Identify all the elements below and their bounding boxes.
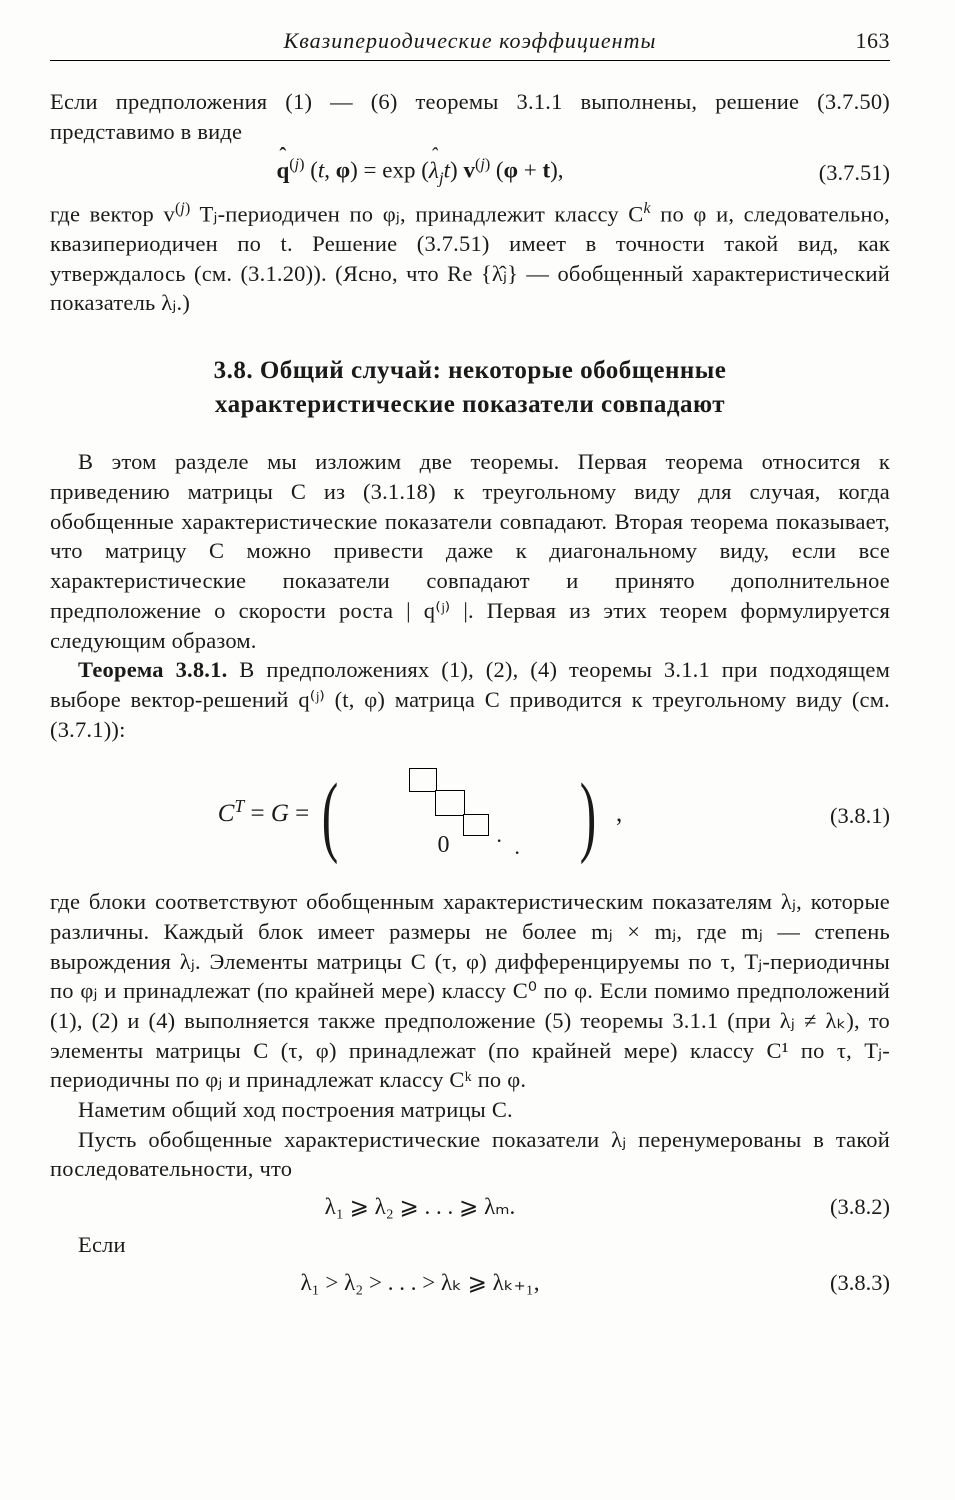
- eq-t2: t: [444, 158, 450, 183]
- eq-t: t: [318, 158, 324, 183]
- matrix: ( · · 0 ): [315, 768, 603, 863]
- para-6: Пусть обобщенные характеристические пока…: [50, 1125, 890, 1184]
- eq-body: q(j) (t, φ) = exp (λjt) v(j) (φ + t),: [50, 156, 790, 188]
- running-header: Квазипериодические коэффициенты 163: [50, 28, 890, 61]
- section-title: 3.8. Общий случай: некоторые обобщенные …: [90, 354, 850, 422]
- eq-phi2: φ: [504, 158, 518, 183]
- para-3: В этом разделе мы изложим две теоремы. П…: [50, 447, 890, 655]
- equation-3-7-51: q(j) (t, φ) = exp (λjt) v(j) (φ + t), (3…: [50, 156, 890, 188]
- para2-b: Tⱼ-периодичен по φⱼ, принадлежит классу …: [190, 201, 643, 226]
- eq-number-383: (3.8.3): [790, 1270, 890, 1296]
- block-2: [435, 790, 465, 816]
- equation-3-8-1: CT = G = ( · · 0 ) , (3.8.1): [50, 768, 890, 863]
- eq-number-381: (3.8.1): [790, 803, 890, 829]
- para-2: где вектор v(j) Tⱼ-периодичен по φⱼ, при…: [50, 199, 890, 318]
- eq-body-383: λ₁ > λ₂ > . . . > λₖ ⩾ λₖ₊₁,: [50, 1270, 790, 1296]
- block-1: [409, 768, 437, 792]
- eq-q: q: [276, 158, 289, 183]
- equation-3-8-3: λ₁ > λ₂ > . . . > λₖ ⩾ λₖ₊₁, (3.8.3): [50, 1270, 890, 1296]
- equation-3-8-2: λ₁ ⩾ λ₂ ⩾ . . . ⩾ λₘ. (3.8.2): [50, 1194, 890, 1220]
- page-number: 163: [830, 28, 890, 54]
- eq-C: C: [218, 800, 235, 827]
- eq-body-382: λ₁ ⩾ λ₂ ⩾ . . . ⩾ λₘ.: [50, 1194, 790, 1220]
- para-7: Если: [50, 1230, 890, 1260]
- para2-a: где вектор v: [50, 201, 175, 226]
- matrix-inner: · · 0: [349, 768, 569, 863]
- eq-sup-j2: (j): [475, 156, 490, 173]
- running-title: Квазипериодические коэффициенты: [110, 28, 830, 54]
- right-bracket: ): [580, 780, 596, 852]
- dot-1: ·: [495, 828, 502, 854]
- eq-G: G: [271, 800, 289, 827]
- eq-T: T: [234, 796, 244, 816]
- sup-k: k: [644, 200, 651, 217]
- eq-body-381: CT = G = ( · · 0 ) ,: [50, 768, 790, 863]
- dot-2: ·: [513, 840, 520, 866]
- sup-j: (j): [175, 200, 190, 217]
- eq-sup-j: (j): [289, 156, 304, 173]
- zero: 0: [437, 832, 449, 859]
- para-5: Наметим общий ход построения матрицы C.: [50, 1095, 890, 1125]
- eq-v: v: [463, 158, 475, 183]
- left-bracket: (: [322, 780, 338, 852]
- eq-phi: φ: [336, 158, 350, 183]
- eq-lambda: λ: [429, 158, 439, 183]
- eq-number-382: (3.8.2): [790, 1194, 890, 1220]
- para-4: где блоки соответствуют обобщенным харак…: [50, 887, 890, 1095]
- theorem-3-8-1: Теорема 3.8.1. В предположениях (1), (2)…: [50, 655, 890, 744]
- eq-t3: t: [542, 158, 550, 183]
- eq-number: (3.7.51): [790, 160, 890, 186]
- para-intro: Если предположения (1) — (6) теоремы 3.1…: [50, 87, 890, 146]
- block-3: [463, 814, 489, 836]
- theorem-label: Теорема 3.8.1.: [78, 657, 227, 682]
